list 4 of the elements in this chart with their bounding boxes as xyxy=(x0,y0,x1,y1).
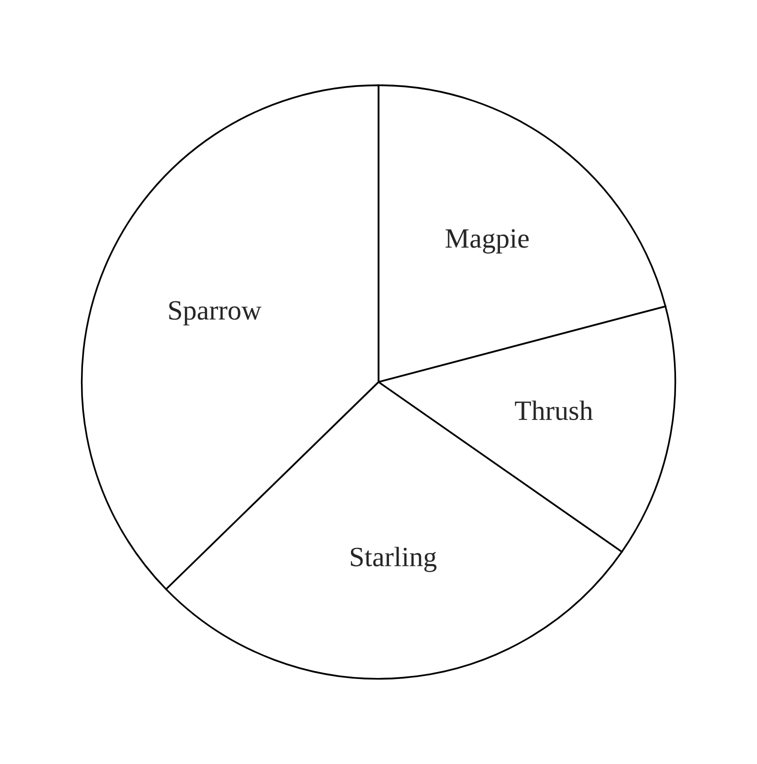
slice-label: Magpie xyxy=(446,229,529,254)
slice-label: Sparrow xyxy=(169,301,262,326)
slice-label: Starling xyxy=(350,546,436,572)
slice-label: Thrush xyxy=(514,400,593,420)
